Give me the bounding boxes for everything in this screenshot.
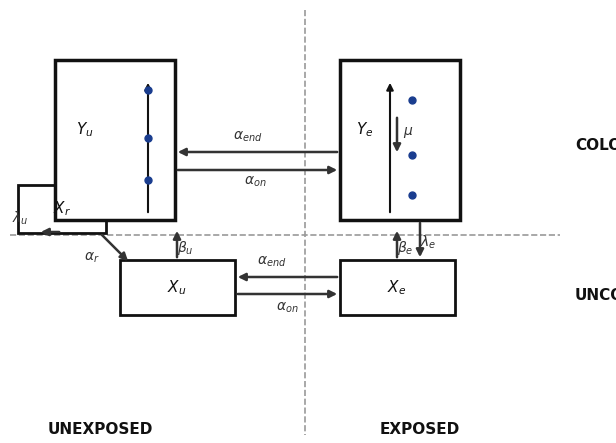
Text: $\mu$: $\mu$ xyxy=(403,124,413,140)
Text: $\lambda_e$: $\lambda_e$ xyxy=(420,233,436,251)
Bar xyxy=(340,60,460,220)
Text: $\alpha_{on}$: $\alpha_{on}$ xyxy=(276,301,298,315)
Text: COLONIZED: COLONIZED xyxy=(575,137,616,152)
Text: $\alpha_r$: $\alpha_r$ xyxy=(84,251,100,265)
Bar xyxy=(55,60,175,220)
Text: EXPOSED: EXPOSED xyxy=(380,423,460,438)
Text: $X_u$: $X_u$ xyxy=(168,279,187,297)
Text: $\alpha_{on}$: $\alpha_{on}$ xyxy=(244,175,266,189)
Text: $Y_u$: $Y_u$ xyxy=(76,120,94,140)
Text: $Y_e$: $Y_e$ xyxy=(356,120,374,140)
Text: UNEXPOSED: UNEXPOSED xyxy=(47,423,153,438)
Bar xyxy=(340,260,455,315)
Bar xyxy=(18,185,106,233)
Text: $\beta_e$: $\beta_e$ xyxy=(397,239,413,257)
Text: $\alpha_{end}$: $\alpha_{end}$ xyxy=(233,130,263,144)
Text: $\alpha_{end}$: $\alpha_{end}$ xyxy=(257,255,287,269)
Text: $\beta_u$: $\beta_u$ xyxy=(177,239,193,257)
Bar xyxy=(120,260,235,315)
Text: UNCOLONIZED: UNCOLONIZED xyxy=(575,288,616,303)
Text: $X_r$: $X_r$ xyxy=(53,200,71,218)
Text: $\lambda_u$: $\lambda_u$ xyxy=(12,209,28,227)
Text: $X_e$: $X_e$ xyxy=(387,279,407,297)
